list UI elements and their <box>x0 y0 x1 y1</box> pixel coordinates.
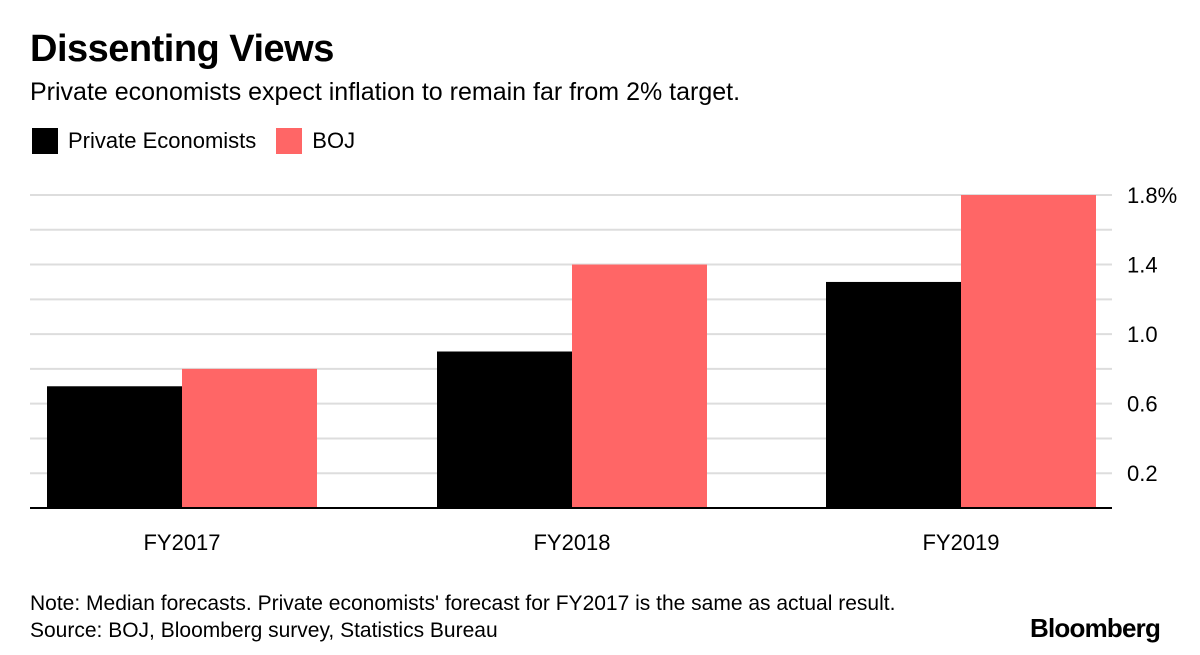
y-tick-label: 0.6 <box>1127 392 1158 417</box>
bar-private-economists-fy2018 <box>437 351 572 508</box>
x-tick-label: FY2019 <box>922 530 999 555</box>
legend-item-boj: BOJ <box>276 128 355 154</box>
bar-boj-fy2017 <box>182 368 317 508</box>
y-tick-label: 0.2 <box>1127 461 1158 486</box>
y-tick-label: 1.0 <box>1127 322 1158 347</box>
footer: Note: Median forecasts. Private economis… <box>30 590 895 644</box>
legend-item-private-economists: Private Economists <box>32 128 256 154</box>
footer-note: Note: Median forecasts. Private economis… <box>30 592 896 615</box>
legend-label-private-economists: Private Economists <box>68 128 257 153</box>
x-tick-label: FY2018 <box>533 530 610 555</box>
y-tick-label: 1.8% <box>1127 183 1177 208</box>
bar-private-economists-fy2019 <box>826 281 961 508</box>
legend-label-boj: BOJ <box>312 128 356 153</box>
chart-title: Dissenting Views <box>30 28 334 70</box>
footer-source: Source: BOJ, Bloomberg survey, Statistic… <box>30 619 498 642</box>
legend-swatch-boj <box>276 128 303 154</box>
x-tick-label: FY2017 <box>143 530 220 555</box>
legend-swatch-private-economists <box>32 128 58 154</box>
bar-private-economists-fy2017 <box>47 386 182 508</box>
y-tick-label: 1.4 <box>1127 253 1158 278</box>
bloomberg-logo: Bloomberg <box>1030 613 1161 643</box>
bar-boj-fy2018 <box>572 264 707 508</box>
legend: Private Economists BOJ <box>32 126 375 156</box>
chart-subtitle: Private economists expect inflation to r… <box>30 78 741 106</box>
bar-boj-fy2019 <box>961 195 1096 508</box>
